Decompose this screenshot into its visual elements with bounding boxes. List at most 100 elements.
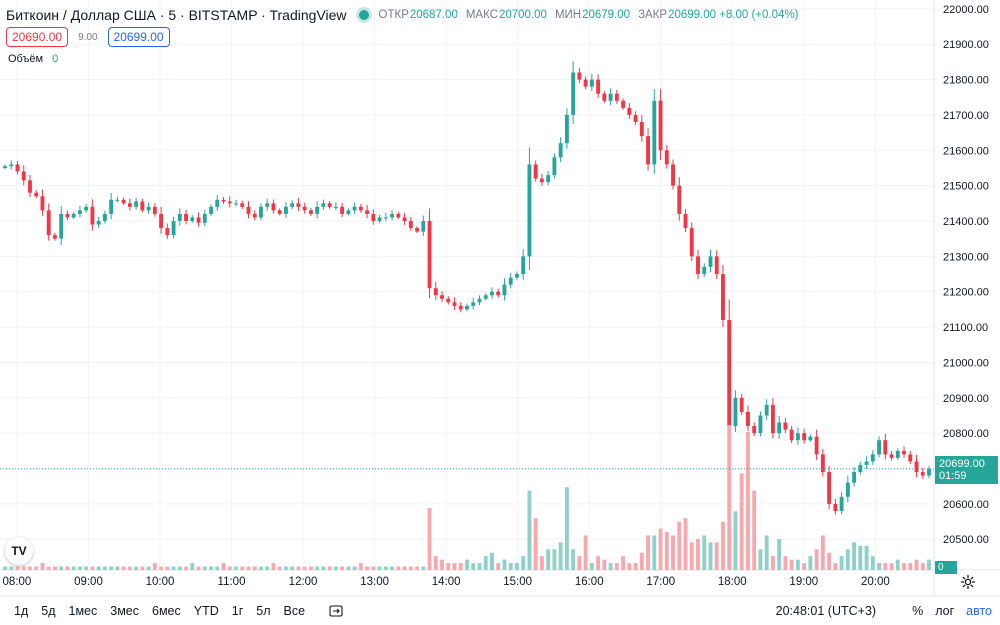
candle-body — [733, 397, 738, 427]
volume-bar — [321, 566, 326, 570]
volume-bar — [571, 549, 576, 570]
candle-body — [440, 295, 444, 299]
candle-body — [46, 210, 51, 236]
goto-date-icon[interactable] — [329, 604, 343, 618]
candle-body — [408, 220, 413, 229]
volume-bar — [708, 542, 713, 570]
range-5y-button[interactable]: 5л — [256, 604, 271, 618]
volume-value: 0 — [52, 53, 59, 65]
volume-bar — [115, 566, 120, 570]
candle-body — [102, 213, 107, 221]
volume-bar — [471, 563, 476, 570]
volume-bar — [702, 535, 707, 570]
volume-bar — [465, 559, 469, 570]
volume-bar — [215, 566, 220, 570]
candle-body — [458, 305, 463, 310]
volume-bar — [677, 521, 682, 570]
range-6m-button[interactable]: 6мес — [152, 604, 181, 618]
volume-bar — [889, 563, 894, 570]
volume-bar — [277, 566, 282, 570]
candle-body — [265, 203, 270, 207]
volume-bar — [284, 566, 288, 570]
volume-bar — [340, 566, 345, 570]
percent-scale-button[interactable]: % — [912, 604, 924, 618]
candle-body — [77, 210, 82, 214]
time-axis-label: 09:00 — [74, 576, 103, 588]
range-1y-button[interactable]: 1г — [231, 604, 244, 618]
volume-bar — [408, 566, 413, 570]
high-label: МАКС — [465, 9, 498, 21]
tradingview-logo[interactable]: TV — [5, 537, 33, 565]
time-axis-label: 17:00 — [646, 576, 675, 588]
volume-bar — [171, 566, 176, 570]
range-1m-button[interactable]: 1мес — [68, 604, 98, 618]
range-5d-button[interactable]: 5д — [41, 604, 56, 618]
candle-body — [321, 203, 326, 207]
candle-body — [296, 203, 301, 207]
candle-body — [315, 206, 320, 214]
volume-bar — [327, 566, 332, 570]
auto-scale-button[interactable]: авто — [966, 604, 992, 618]
range-1d-button[interactable]: 1д — [14, 604, 29, 618]
range-all-button[interactable]: Все — [283, 604, 306, 618]
candle-body — [764, 404, 769, 416]
candle-body — [215, 199, 220, 207]
candle-body — [802, 433, 807, 441]
range-ytd-button[interactable]: YTD — [193, 604, 219, 618]
candle-body — [421, 220, 426, 232]
volume-bar — [452, 563, 457, 570]
volume-bar — [15, 566, 20, 570]
volume-bar — [421, 566, 426, 570]
candle-body — [333, 206, 338, 208]
volume-bar — [433, 556, 438, 570]
clock-timezone[interactable]: 20:48:01 (UTC+3) — [775, 604, 877, 618]
candle-body — [433, 288, 438, 296]
candle-body — [770, 404, 775, 434]
candle-body — [546, 175, 551, 183]
open-value: 20687.00 — [409, 9, 458, 21]
volume-bar — [558, 542, 563, 570]
volume-bar — [596, 556, 601, 570]
candle-body — [608, 93, 613, 101]
volume-legend[interactable]: Объём 0 — [8, 53, 58, 65]
volume-bar — [671, 535, 675, 570]
candle-body — [396, 213, 401, 218]
buy-price-button[interactable]: 20699.00 — [107, 27, 170, 47]
price-axis-label: 20600.00 — [943, 499, 989, 511]
volume-bar — [589, 563, 594, 570]
bottom-toolbar: 1д 5д 1мес 3мес 6мес YTD 1г 5л Все 20:48… — [0, 597, 1000, 625]
log-scale-button[interactable]: лог — [935, 604, 955, 618]
volume-bar — [714, 542, 719, 570]
volume-bar — [527, 490, 532, 570]
volume-bar — [652, 535, 657, 570]
candle-body — [3, 166, 7, 168]
volume-axis-tag: 0 — [935, 561, 957, 574]
volume-bar — [515, 563, 519, 570]
volume-bar — [689, 542, 694, 570]
volume-bar — [614, 563, 619, 570]
volume-bar — [415, 566, 419, 570]
candle-body — [583, 79, 588, 87]
candle-body — [234, 203, 238, 205]
candle-body — [346, 210, 351, 214]
candle-body — [477, 298, 482, 303]
range-3m-button[interactable]: 3мес — [110, 604, 139, 618]
volume-bar — [496, 563, 501, 570]
symbol-title[interactable]: Биткоин / Доллар США · 5 · BITSTAMP · Tr… — [6, 7, 347, 23]
settings-gear-icon[interactable] — [960, 574, 976, 590]
candle-body — [908, 454, 913, 462]
price-axis-label: 21400.00 — [943, 216, 989, 228]
last-price-value: 20699.00 — [939, 458, 985, 470]
volume-bar — [852, 542, 857, 570]
sell-price-button[interactable]: 20690.00 — [6, 27, 69, 47]
candle-body — [34, 192, 39, 197]
high-value: 20700.00 — [498, 9, 547, 21]
volume-bar — [308, 566, 313, 570]
candle-body — [483, 295, 488, 299]
candle-body — [895, 450, 900, 458]
volume-bar — [577, 556, 582, 570]
volume-bar — [90, 566, 95, 570]
candle-body — [721, 274, 725, 321]
volume-bar — [127, 566, 132, 570]
